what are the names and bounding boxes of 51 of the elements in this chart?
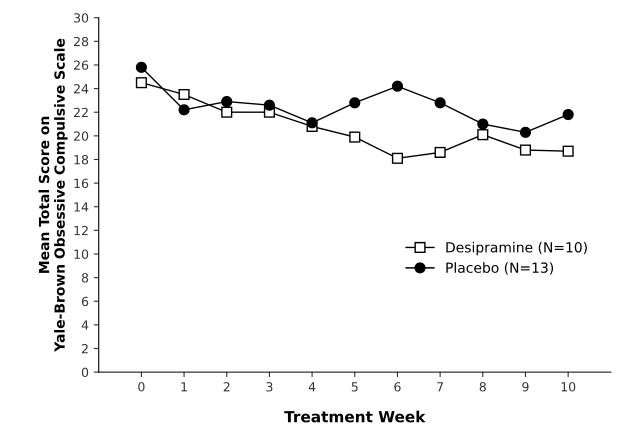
y-tick-label: 2	[82, 344, 88, 354]
x-tick-label: 0	[138, 382, 145, 392]
x-axis-title: Treatment Week	[284, 410, 426, 422]
y-tick-label: 28	[74, 36, 88, 46]
point	[349, 97, 360, 108]
y-tick-label: 14	[74, 202, 88, 212]
point	[477, 118, 488, 130]
x-tick-label: 1	[181, 382, 187, 392]
point	[136, 77, 147, 88]
legend-label: Desipramine (N=10)	[446, 242, 587, 256]
y-tick-label: 8	[82, 273, 88, 283]
y-tick-label: 0	[82, 368, 88, 378]
x-tick-label: 8	[480, 382, 486, 392]
point	[221, 96, 232, 108]
x-tick-label: 7	[437, 382, 444, 392]
point	[392, 152, 404, 164]
y-tick-label: 10	[74, 249, 88, 259]
y-tick-label: 24	[74, 84, 88, 94]
point	[520, 126, 532, 138]
y-tick-label: 18	[74, 154, 88, 164]
x-tick-label: 5	[352, 382, 358, 392]
point	[178, 88, 190, 100]
point	[434, 97, 446, 108]
x-tick-label: 4	[308, 382, 316, 392]
legend-label: Placebo (N=13)	[446, 262, 554, 275]
point	[264, 100, 275, 111]
point	[349, 131, 360, 143]
x-tick-label: 3	[266, 382, 272, 392]
point	[520, 144, 532, 156]
x-tick-label: 10	[562, 382, 576, 392]
y-tick-label: 12	[74, 226, 88, 236]
x-tick-label: 6	[394, 382, 401, 392]
y-tick-label: 6	[82, 296, 88, 306]
point	[306, 117, 318, 128]
point	[477, 129, 488, 140]
y-tick-label: 4	[82, 320, 88, 330]
point	[136, 62, 147, 73]
point	[562, 146, 574, 157]
x-tick-label: 9	[522, 382, 529, 392]
point	[392, 80, 404, 92]
y-axis-title: Mean Total Score on Yale-Brown Obsessive Compulsive Scale	[38, 38, 68, 352]
point	[221, 106, 232, 118]
point	[178, 104, 190, 116]
y-tick-label: 30	[74, 13, 88, 23]
y-tick-label: 22	[74, 108, 88, 117]
point	[562, 109, 574, 120]
y-tick-label: 16	[74, 178, 88, 188]
y-tick-label: 20	[74, 131, 88, 141]
x-tick-label: 2	[224, 382, 230, 392]
y-tick-label: 26	[74, 60, 88, 70]
point	[434, 146, 446, 158]
